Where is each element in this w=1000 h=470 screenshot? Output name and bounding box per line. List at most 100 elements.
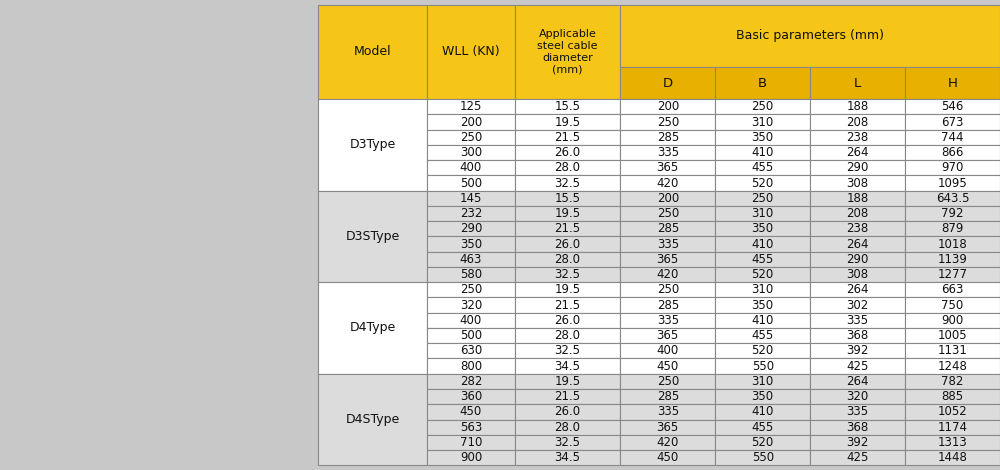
Bar (427, 191, 515, 206)
Bar (810, 67, 905, 99)
Text: 285: 285 (657, 222, 679, 235)
Bar (427, 267, 515, 282)
Text: 1131: 1131 (938, 345, 967, 357)
Bar (427, 328, 515, 343)
Text: 28.0: 28.0 (555, 161, 581, 174)
Text: 710: 710 (460, 436, 482, 449)
Text: 1005: 1005 (938, 329, 967, 342)
Bar (620, 328, 715, 343)
Bar (515, 435, 620, 450)
Text: 420: 420 (657, 177, 679, 189)
Text: 1277: 1277 (938, 268, 968, 281)
Bar (620, 404, 715, 420)
Text: 28.0: 28.0 (555, 421, 581, 434)
Text: 238: 238 (846, 222, 869, 235)
Text: 188: 188 (846, 192, 869, 205)
Text: 365: 365 (657, 421, 679, 434)
Text: 19.5: 19.5 (555, 283, 581, 297)
Text: 1313: 1313 (938, 436, 967, 449)
Bar (715, 236, 810, 252)
Text: 400: 400 (460, 161, 482, 174)
Text: 250: 250 (460, 283, 482, 297)
Bar (427, 236, 515, 252)
Bar (620, 5, 1000, 67)
Bar (620, 130, 715, 145)
Bar (318, 99, 427, 191)
Text: 450: 450 (460, 406, 482, 418)
Bar (620, 298, 715, 313)
Text: 350: 350 (752, 222, 774, 235)
Bar (620, 160, 715, 175)
Text: 744: 744 (941, 131, 964, 144)
Text: 310: 310 (752, 283, 774, 297)
Bar (810, 404, 905, 420)
Text: 310: 310 (752, 375, 774, 388)
Bar (810, 191, 905, 206)
Bar (810, 435, 905, 450)
Text: 663: 663 (941, 283, 964, 297)
Bar (715, 389, 810, 404)
Text: 392: 392 (846, 345, 869, 357)
Text: 885: 885 (941, 390, 964, 403)
Bar (715, 282, 810, 298)
Bar (515, 221, 620, 236)
Text: 400: 400 (657, 345, 679, 357)
Text: 1052: 1052 (938, 406, 967, 418)
Bar (620, 175, 715, 191)
Bar (810, 145, 905, 160)
Text: 290: 290 (846, 253, 869, 266)
Text: 425: 425 (846, 360, 869, 373)
Text: 32.5: 32.5 (555, 436, 581, 449)
Text: 34.5: 34.5 (555, 360, 581, 373)
Bar (620, 420, 715, 435)
Text: 900: 900 (941, 314, 964, 327)
Bar (515, 145, 620, 160)
Bar (905, 67, 1000, 99)
Text: 673: 673 (941, 116, 964, 128)
Text: 21.5: 21.5 (555, 222, 581, 235)
Bar (427, 343, 515, 359)
Text: 450: 450 (657, 360, 679, 373)
Text: 232: 232 (460, 207, 482, 220)
Bar (905, 160, 1000, 175)
Bar (715, 67, 810, 99)
Text: 500: 500 (460, 329, 482, 342)
Text: 365: 365 (657, 161, 679, 174)
Text: 308: 308 (847, 268, 869, 281)
Bar (427, 374, 515, 389)
Text: 250: 250 (657, 116, 679, 128)
Text: D3Type: D3Type (349, 138, 396, 151)
Text: 546: 546 (941, 100, 964, 113)
Text: 455: 455 (752, 161, 774, 174)
Text: 26.0: 26.0 (555, 237, 581, 251)
Bar (620, 252, 715, 267)
Text: 34.5: 34.5 (555, 451, 581, 464)
Bar (715, 298, 810, 313)
Text: 425: 425 (846, 451, 869, 464)
Bar (905, 221, 1000, 236)
Bar (515, 252, 620, 267)
Bar (515, 450, 620, 465)
Text: 410: 410 (752, 406, 774, 418)
Text: D3SType: D3SType (345, 230, 400, 243)
Bar (427, 389, 515, 404)
Bar (715, 99, 810, 114)
Text: 750: 750 (941, 298, 964, 312)
Text: 800: 800 (460, 360, 482, 373)
Text: 1018: 1018 (938, 237, 967, 251)
Bar (905, 267, 1000, 282)
Bar (905, 435, 1000, 450)
Bar (427, 450, 515, 465)
Bar (810, 221, 905, 236)
Text: L: L (854, 77, 861, 89)
Bar (905, 359, 1000, 374)
Text: 520: 520 (752, 268, 774, 281)
Bar (715, 359, 810, 374)
Bar (715, 191, 810, 206)
Text: 643.5: 643.5 (936, 192, 969, 205)
Bar (620, 282, 715, 298)
Bar (905, 343, 1000, 359)
Text: 32.5: 32.5 (555, 345, 581, 357)
Text: 28.0: 28.0 (555, 329, 581, 342)
Bar (515, 359, 620, 374)
